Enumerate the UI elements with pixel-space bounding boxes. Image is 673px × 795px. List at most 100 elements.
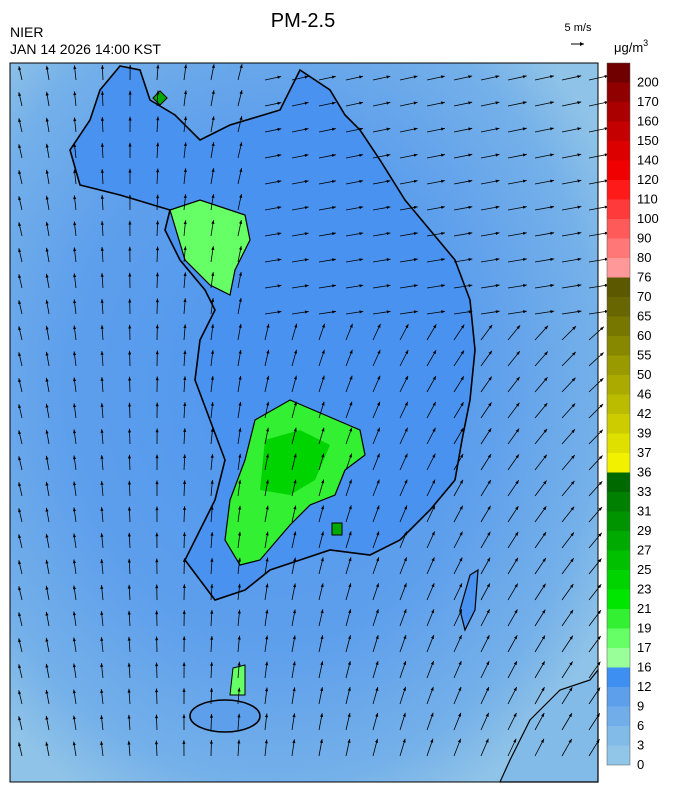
wind-arrowhead: [542, 506, 547, 511]
wind-arrowhead: [331, 179, 336, 184]
wind-arrowhead: [441, 258, 446, 262]
wind-arrowhead: [516, 376, 520, 381]
wind-arrowhead: [18, 248, 22, 253]
wind-arrowhead: [599, 403, 604, 408]
wind-arrowhead: [210, 635, 214, 640]
wind-arrowhead: [127, 480, 132, 485]
wind-arrowhead: [348, 505, 352, 510]
wind-arrowhead: [359, 179, 364, 183]
legend-swatch: [607, 63, 630, 83]
wind-arrowhead: [522, 179, 527, 183]
wind-arrowhead: [277, 180, 282, 184]
wind-arrowhead: [377, 323, 381, 328]
legend-swatch: [607, 511, 630, 531]
wind-arrowhead: [265, 635, 269, 640]
wind-arrowhead: [292, 713, 296, 718]
wind-arrowhead: [127, 454, 132, 459]
wind-arrowhead: [569, 584, 574, 588]
wind-arrowhead: [403, 531, 407, 536]
wind-arrowhead: [156, 64, 160, 69]
tsushima-island: [459, 568, 479, 632]
legend-label: 17: [637, 640, 651, 655]
wind-arrowhead: [155, 636, 159, 641]
wind-arrowhead: [375, 661, 379, 666]
wind-arrowhead: [404, 375, 408, 380]
wind-arrowhead: [375, 738, 379, 743]
wind-arrowhead: [100, 195, 104, 199]
wind-arrowhead: [513, 738, 517, 743]
wind-arrowhead: [128, 376, 132, 381]
wind-arrowhead: [405, 349, 409, 354]
wind-arrowhead: [18, 66, 22, 71]
wind-arrowhead: [18, 378, 22, 383]
wind-arrowhead: [210, 480, 214, 484]
wind-arrowhead: [265, 531, 269, 536]
wind-arrowhead: [45, 585, 49, 590]
wind-arrowhead: [72, 481, 77, 486]
wind-arrowhead: [321, 505, 325, 510]
legend-swatch: [607, 531, 630, 551]
wind-arrowhead: [18, 326, 22, 331]
wind-arrowhead: [292, 661, 296, 666]
wind-arrowhead: [320, 609, 324, 614]
wind-arrowhead: [320, 713, 324, 718]
legend-label: 31: [637, 504, 651, 519]
wind-arrowhead: [522, 153, 527, 157]
wind-arrowhead: [515, 428, 520, 433]
wind-arrowhead: [100, 169, 104, 173]
wind-arrowhead: [541, 687, 545, 692]
wind-arrowhead: [265, 479, 269, 484]
wind-arrowhead: [210, 350, 215, 354]
wind-arrowhead: [599, 429, 603, 434]
wind-arrowhead: [45, 611, 49, 616]
legend-swatch: [607, 687, 630, 707]
wind-arrowhead: [402, 686, 406, 691]
wind-arrowhead: [45, 221, 49, 226]
wind-arrowhead: [155, 376, 159, 381]
wind-arrowhead: [100, 585, 104, 589]
wind-arrowhead: [128, 324, 132, 329]
wind-arrowhead: [403, 635, 407, 640]
wind-arrowhead: [183, 376, 187, 381]
wind-arrowhead: [237, 687, 241, 692]
wind-arrowhead: [459, 531, 463, 536]
wind-arrowhead: [293, 427, 297, 432]
wind-arrowhead: [237, 609, 241, 614]
wind-arrowhead: [18, 638, 22, 643]
wind-arrowhead: [404, 427, 408, 432]
wind-arrowhead: [321, 427, 325, 432]
wind-arrowhead: [571, 403, 576, 408]
wind-arrowhead: [127, 428, 132, 433]
wind-arrowhead: [18, 534, 22, 539]
high-pm-area: [169, 199, 251, 296]
wind-arrowhead: [522, 75, 527, 79]
wind-arrowhead: [570, 480, 575, 485]
wind-arrowhead: [239, 116, 243, 121]
wind-arrowhead: [459, 505, 463, 510]
wind-arrowhead: [347, 713, 351, 717]
wind-arrowhead: [183, 454, 187, 459]
wind-arrowhead: [237, 557, 242, 562]
wind-arrowhead: [128, 220, 132, 225]
wind-arrowhead: [487, 454, 492, 459]
wind-arrowhead: [73, 117, 77, 122]
wind-arrowhead: [211, 324, 215, 328]
vector-scale-label: 5 m/s: [565, 22, 592, 34]
wind-arrowhead: [239, 64, 243, 69]
legend-swatch: [607, 297, 630, 317]
wind-arrowhead: [239, 168, 243, 173]
wind-arrowhead: [577, 257, 582, 261]
wind-arrowhead: [430, 738, 434, 743]
wind-arrowhead: [210, 609, 214, 614]
wind-arrowhead: [376, 557, 380, 562]
wind-arrowhead: [513, 712, 517, 717]
legend-label: 21: [637, 601, 651, 616]
wind-arrowhead: [597, 635, 601, 640]
wind-arrowhead: [45, 481, 49, 486]
wind-arrowhead: [264, 713, 268, 718]
wind-arrowhead: [292, 739, 296, 744]
wind-arrowhead: [72, 533, 76, 538]
wind-arrowhead: [45, 273, 49, 278]
title: PM-2.5: [271, 10, 335, 32]
